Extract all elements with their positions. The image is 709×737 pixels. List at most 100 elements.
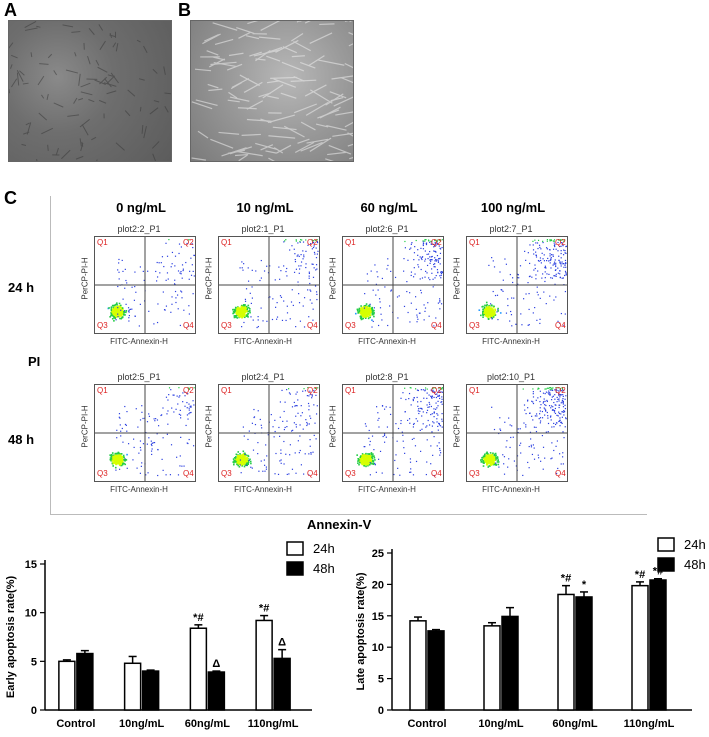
flow-plot-title: plot2:5_P1 <box>117 372 161 382</box>
flow-plot-dots <box>467 237 567 333</box>
flow-col-head-2: 60 ng/mL <box>360 200 418 215</box>
quadrant-label-q4: Q4 <box>307 469 318 478</box>
quadrant-label-q1: Q1 <box>97 386 108 395</box>
flow-plot-y-label: PerCP-PI-H <box>328 257 338 300</box>
bar-48h <box>141 670 160 711</box>
flow-row-head-0: 24 h <box>8 280 35 295</box>
quadrant-label-q3: Q3 <box>345 321 356 330</box>
quadrant-label-q3: Q3 <box>469 469 480 478</box>
quadrant-label-q2: Q2 <box>307 238 318 247</box>
flow-plot-title: plot2:4_P1 <box>241 372 285 382</box>
chart-y-label: Late apoptosis rate(%) <box>355 572 367 690</box>
significance-mark: *# <box>259 603 269 615</box>
bar-48h <box>649 579 667 711</box>
y-tick-label: 10 <box>25 608 37 620</box>
significance-mark: Δ <box>278 637 286 649</box>
flow-plot-area: Q1 Q2 Q3 Q4 <box>342 236 444 334</box>
quadrant-label-q3: Q3 <box>221 469 232 478</box>
chart-y-label: Early apoptosis rate(%) <box>5 576 17 699</box>
flow-plot-title: plot2:10_P1 <box>486 372 536 382</box>
flow-frame <box>50 196 647 515</box>
flow-col-head-1: 10 ng/mL <box>236 200 294 215</box>
flow-col-head-0: 0 ng/mL <box>116 200 166 215</box>
flow-plot-x-label: FITC-Annexin-H <box>482 485 540 494</box>
flow-plot-y-label: PerCP-PI-H <box>80 405 90 448</box>
x-tick-label: 110ng/mL <box>624 718 675 730</box>
flow-plot: plot2:5_P1 PerCP-PI-H Q1 Q2 Q3 Q4 FITC-Annexin… <box>80 372 198 494</box>
significance-mark: *# <box>635 569 645 581</box>
bar-48h <box>427 630 445 711</box>
flow-plot-y-label: PerCP-PI-H <box>204 257 214 300</box>
flow-plot-y-label: PerCP-PI-H <box>204 405 214 448</box>
flow-plot-y-label: PerCP-PI-H <box>452 405 462 448</box>
y-tick-label: 0 <box>378 705 384 717</box>
early-apoptosis-chart: Early apoptosis rate(%) 0 5 10 15 Control 10ng… <box>5 541 335 730</box>
x-tick-label: 10ng/mL <box>478 718 524 730</box>
quadrant-label-q3: Q3 <box>469 321 480 330</box>
quadrant-label-q3: Q3 <box>345 469 356 478</box>
flow-plot-title: plot2:1_P1 <box>241 224 285 234</box>
micrograph-b-texture <box>191 21 353 161</box>
quadrant-label-q1: Q1 <box>345 238 356 247</box>
bar-48h <box>76 652 94 711</box>
quadrant-label-q4: Q4 <box>183 469 194 478</box>
legend-label-24h: 24h <box>684 537 706 552</box>
legend-label-48h: 48h <box>684 557 706 572</box>
quadrant-label-q1: Q1 <box>469 386 480 395</box>
quadrant-label-q1: Q1 <box>221 238 232 247</box>
bar-48h <box>273 657 291 711</box>
quadrant-label-q3: Q3 <box>97 469 108 478</box>
quadrant-label-q3: Q3 <box>221 321 232 330</box>
flow-plot-dots <box>219 385 319 481</box>
quadrant-label-q1: Q1 <box>345 386 356 395</box>
legend-swatch-24h <box>286 541 304 556</box>
bar-24h <box>557 593 575 711</box>
flow-plot-dots <box>467 385 567 481</box>
y-tick-label: 5 <box>31 656 37 668</box>
y-tick-label: 25 <box>372 548 384 560</box>
flow-plot-x-label: FITC-Annexin-H <box>234 485 292 494</box>
flow-plot-dots <box>219 237 319 333</box>
flow-plot-title: plot2:2_P1 <box>117 224 161 234</box>
quadrant-label-q3: Q3 <box>97 321 108 330</box>
x-tick-label: Control <box>56 718 95 730</box>
flow-plot-area: Q1 Q2 Q3 Q4 <box>342 384 444 482</box>
quadrant-label-q4: Q4 <box>431 321 442 330</box>
legend-swatch-48h <box>657 557 675 572</box>
panel-label-a: A <box>4 0 17 20</box>
legend-swatch-48h <box>286 561 304 576</box>
flow-plot-area: Q1 Q2 Q3 Q4 <box>94 384 196 482</box>
flow-plot-title: plot2:7_P1 <box>489 224 533 234</box>
flow-plot-x-label: FITC-Annexin-H <box>110 485 168 494</box>
flow-plot-area: Q1 Q2 Q3 Q4 <box>466 236 568 334</box>
quadrant-label-q2: Q2 <box>431 386 442 395</box>
quadrant-label-q1: Q1 <box>469 238 480 247</box>
quadrant-label-q1: Q1 <box>221 386 232 395</box>
flow-plot-dots <box>95 385 195 481</box>
quadrant-label-q4: Q4 <box>431 469 442 478</box>
quadrant-label-q4: Q4 <box>555 321 566 330</box>
flow-plot-x-label: FITC-Annexin-H <box>358 337 416 346</box>
flow-plot: plot2:4_P1 PerCP-PI-H Q1 Q2 Q3 Q4 FITC-Annexin… <box>204 372 322 494</box>
x-tick-label: 10ng/mL <box>119 718 165 730</box>
x-tick-label: 60ng/mL <box>552 718 598 730</box>
bar-48h <box>575 596 593 711</box>
x-tick-label: 60ng/mL <box>185 718 231 730</box>
significance-mark: *# <box>193 612 203 624</box>
significance-mark: * <box>582 579 587 591</box>
legend-swatch-24h <box>657 537 675 552</box>
flow-plot: plot2:7_P1 PerCP-PI-H Q1 Q2 Q3 Q4 FITC-Annexin… <box>452 224 570 346</box>
bar-24h <box>189 627 208 711</box>
quadrant-label-q1: Q1 <box>97 238 108 247</box>
y-tick-label: 20 <box>372 579 384 591</box>
bar-24h <box>255 619 273 711</box>
legend-label-48h: 48h <box>313 561 335 576</box>
quadrant-label-q4: Q4 <box>307 321 318 330</box>
micrograph-a-texture <box>9 21 171 161</box>
significance-mark: Δ <box>212 658 220 670</box>
y-tick-label: 15 <box>25 559 37 571</box>
flow-col-head-3: 100 ng/mL <box>480 200 546 215</box>
flow-plot-x-label: FITC-Annexin-H <box>482 337 540 346</box>
flow-plot: plot2:2_P1 PerCP-PI-H Q1 Q2 Q3 Q4 FITC-Annexin… <box>80 224 198 346</box>
flow-plot-y-label: PerCP-PI-H <box>328 405 338 448</box>
